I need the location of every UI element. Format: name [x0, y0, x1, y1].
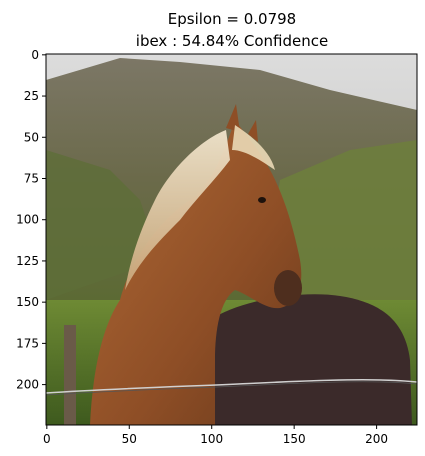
title-epsilon: Epsilon = 0.0798	[168, 10, 296, 28]
x-tick-label: 200	[365, 432, 388, 446]
y-tick-label: 175	[16, 336, 39, 350]
y-tick-label: 0	[31, 48, 39, 62]
x-axis-ticks: 0 50 100 150 200	[43, 425, 388, 446]
y-tick-label: 50	[24, 130, 39, 144]
x-tick-label: 100	[200, 432, 223, 446]
y-tick-label: 200	[16, 378, 39, 392]
y-tick-label: 125	[16, 254, 39, 268]
y-tick-label: 100	[16, 213, 39, 227]
y-tick-label: 150	[16, 295, 39, 309]
y-tick-label: 25	[24, 89, 39, 103]
title-prediction: ibex : 54.84% Confidence	[136, 32, 328, 50]
horse-photo	[46, 54, 417, 425]
y-tick-label: 75	[24, 171, 39, 185]
x-tick-label: 50	[122, 432, 137, 446]
x-tick-label: 0	[43, 432, 51, 446]
x-tick-label: 150	[283, 432, 306, 446]
axes-frame	[45, 53, 418, 426]
y-axis-ticks: 0 25 50 75 100 125 150 175 200	[16, 48, 46, 392]
